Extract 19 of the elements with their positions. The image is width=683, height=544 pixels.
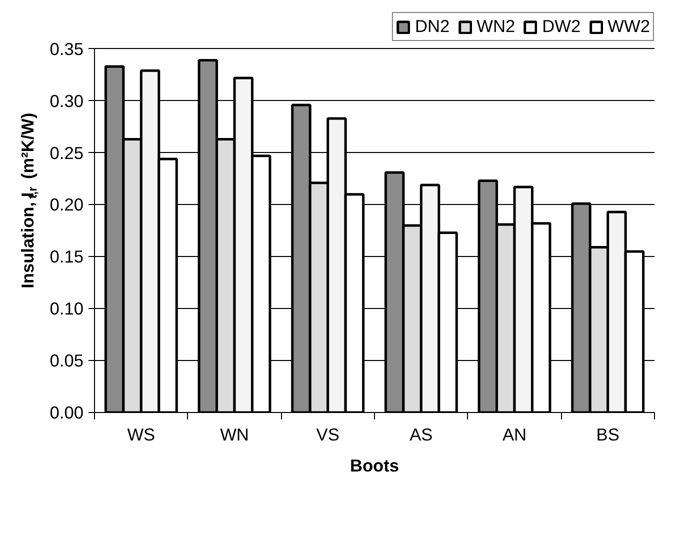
y-tick-label: 0.25 [50,142,84,163]
x-tick-label: WN [220,424,249,444]
legend-label: WW2 [608,16,650,37]
x-tick-label: AN [502,424,527,444]
y-tick-label: 0.10 [50,298,84,319]
y-tick-label: 0.00 [50,402,84,422]
legend-label: WN2 [476,16,516,37]
legend-label: DW2 [542,16,581,37]
y-tick-label: 0.05 [50,350,84,371]
legend-label: DN2 [414,16,450,37]
x-tick-label: AS [410,424,433,444]
x-tick-label: WS [127,424,156,444]
y-tick-label: 0.30 [50,90,84,111]
x-tick-label: BS [596,424,620,444]
y-tick-label: 0.35 [50,38,84,59]
y-tick-label: 0.15 [50,246,84,267]
y-tick-label: 0.20 [50,194,84,215]
x-axis-title: Boots [350,456,400,476]
x-tick-label: VS [316,424,340,444]
